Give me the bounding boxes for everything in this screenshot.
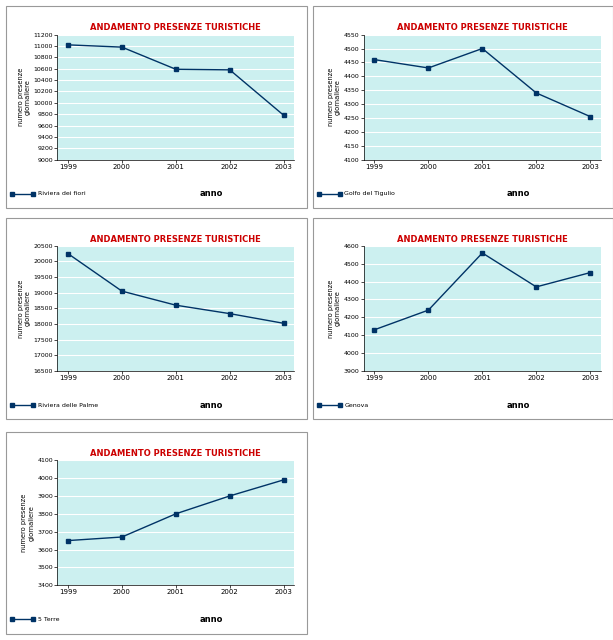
Title: ANDAMENTO PRESENZE TURISTICHE: ANDAMENTO PRESENZE TURISTICHE xyxy=(397,235,568,244)
Text: Genova: Genova xyxy=(344,403,368,408)
Text: anno: anno xyxy=(200,401,223,410)
Text: anno: anno xyxy=(506,189,530,198)
Title: ANDAMENTO PRESENZE TURISTICHE: ANDAMENTO PRESENZE TURISTICHE xyxy=(397,24,568,33)
Y-axis label: numero presenze
giornaliere: numero presenze giornaliere xyxy=(18,68,31,126)
Text: anno: anno xyxy=(200,189,223,198)
Title: ANDAMENTO PRESENZE TURISTICHE: ANDAMENTO PRESENZE TURISTICHE xyxy=(91,449,261,458)
Text: anno: anno xyxy=(200,615,223,624)
Title: ANDAMENTO PRESENZE TURISTICHE: ANDAMENTO PRESENZE TURISTICHE xyxy=(91,235,261,244)
Text: 5 Terre: 5 Terre xyxy=(37,617,59,622)
Y-axis label: numero presenze
giornaliere: numero presenze giornaliere xyxy=(21,493,34,552)
Y-axis label: numero presenze
giornaliere: numero presenze giornaliere xyxy=(328,68,341,126)
Y-axis label: numero presenze
giornaliere: numero presenze giornaliere xyxy=(18,279,31,337)
Title: ANDAMENTO PRESENZE TURISTICHE: ANDAMENTO PRESENZE TURISTICHE xyxy=(91,24,261,33)
Text: Riviera dei fiori: Riviera dei fiori xyxy=(37,191,85,196)
Y-axis label: numero presenze
giornaliere: numero presenze giornaliere xyxy=(328,279,341,337)
Text: Riviera delle Palme: Riviera delle Palme xyxy=(37,403,98,408)
Text: anno: anno xyxy=(506,401,530,410)
Text: Golfo del Tigulio: Golfo del Tigulio xyxy=(344,191,395,196)
